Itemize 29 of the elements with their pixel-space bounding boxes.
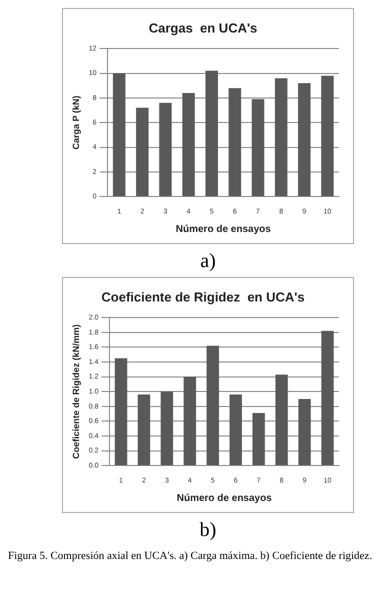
bar [138,394,150,466]
text: a) [199,249,217,274]
bar [114,358,128,466]
bar [252,99,264,196]
y-axis-title: Carga P (kN) [70,96,81,150]
bar [136,108,149,196]
chart-title: Cargas en UCA's [148,20,258,36]
y-axis-title: Coeficiente de Rigidez (kN/mm) [70,324,81,459]
bar [321,76,334,196]
bar [160,392,174,466]
x-axis-title: Número de ensayos [176,224,272,235]
bar [182,93,195,196]
bar [298,399,311,466]
bar [321,330,334,466]
bar [298,83,311,196]
x-axis-title: Número de ensayos [176,492,272,504]
bar [274,78,288,196]
text: Figura 5. Compresión axial en UCA's. a) Carga máxima. b) Coeficiente de rigidez. [8,550,374,563]
text: b) [198,518,218,543]
bar [252,413,265,466]
chart-title: Coeficiente de Rigidez en UCA's [101,289,305,304]
bar [228,88,242,196]
bar [230,394,242,466]
bar [206,346,219,466]
bar [205,70,218,196]
bar [159,102,172,196]
bar [184,376,196,466]
bar [112,73,126,196]
bar [275,374,288,466]
